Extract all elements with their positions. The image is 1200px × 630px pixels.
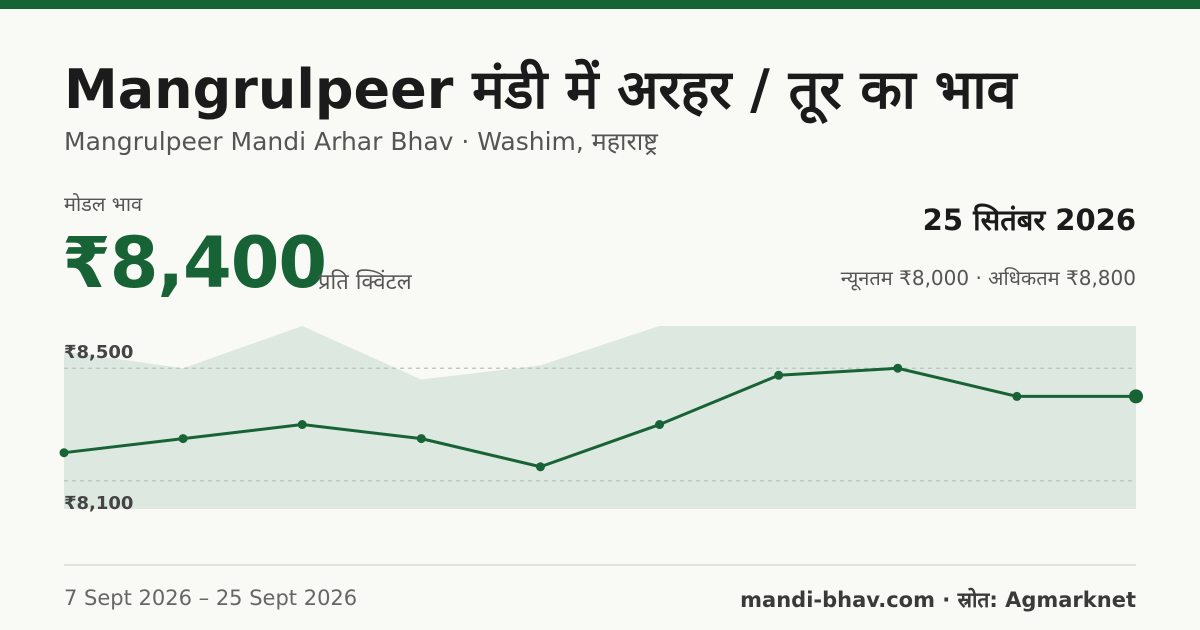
data-point xyxy=(297,420,307,430)
data-point xyxy=(1012,391,1022,401)
chart-gridlines xyxy=(64,367,1136,482)
price-date: 25 सितंबर 2026 xyxy=(922,203,1136,237)
data-point xyxy=(535,462,545,472)
footer-divider xyxy=(64,564,1136,566)
min-max-range: न्यूनतम ₹8,000 · अधिकतम ₹8,800 xyxy=(840,266,1136,290)
y-tick-label: ₹8,100 xyxy=(64,493,133,514)
latest-data-point xyxy=(1129,389,1143,404)
data-point xyxy=(416,434,426,444)
data-point xyxy=(893,363,903,373)
data-point xyxy=(655,420,665,430)
price-unit: प्रति क्विंटल xyxy=(318,270,412,295)
modal-price-label: मोडल भाव xyxy=(64,192,143,216)
data-point xyxy=(59,448,69,458)
data-point xyxy=(774,370,784,380)
y-tick-label: ₹8,500 xyxy=(64,342,133,363)
footer-source: mandi-bhav.com · स्रोत: Agmarknet xyxy=(740,588,1136,612)
footer-date-range: 7 Sept 2026 – 25 Sept 2026 xyxy=(64,586,358,610)
modal-price-line xyxy=(63,366,1136,469)
page-subtitle: Mangrulpeer Mandi Arhar Bhav · Washim, म… xyxy=(64,127,658,156)
modal-price-value: ₹8,400 xyxy=(62,222,327,304)
top-accent-bar xyxy=(0,0,1200,9)
y-tick-labels: ₹8,500 ₹8,100 xyxy=(64,342,133,514)
data-point xyxy=(178,434,188,444)
data-points xyxy=(59,363,1143,472)
page-title: Mangrulpeer मंडी में अरहर / तूर का भाव xyxy=(64,58,1017,121)
min-max-band xyxy=(64,326,1136,509)
